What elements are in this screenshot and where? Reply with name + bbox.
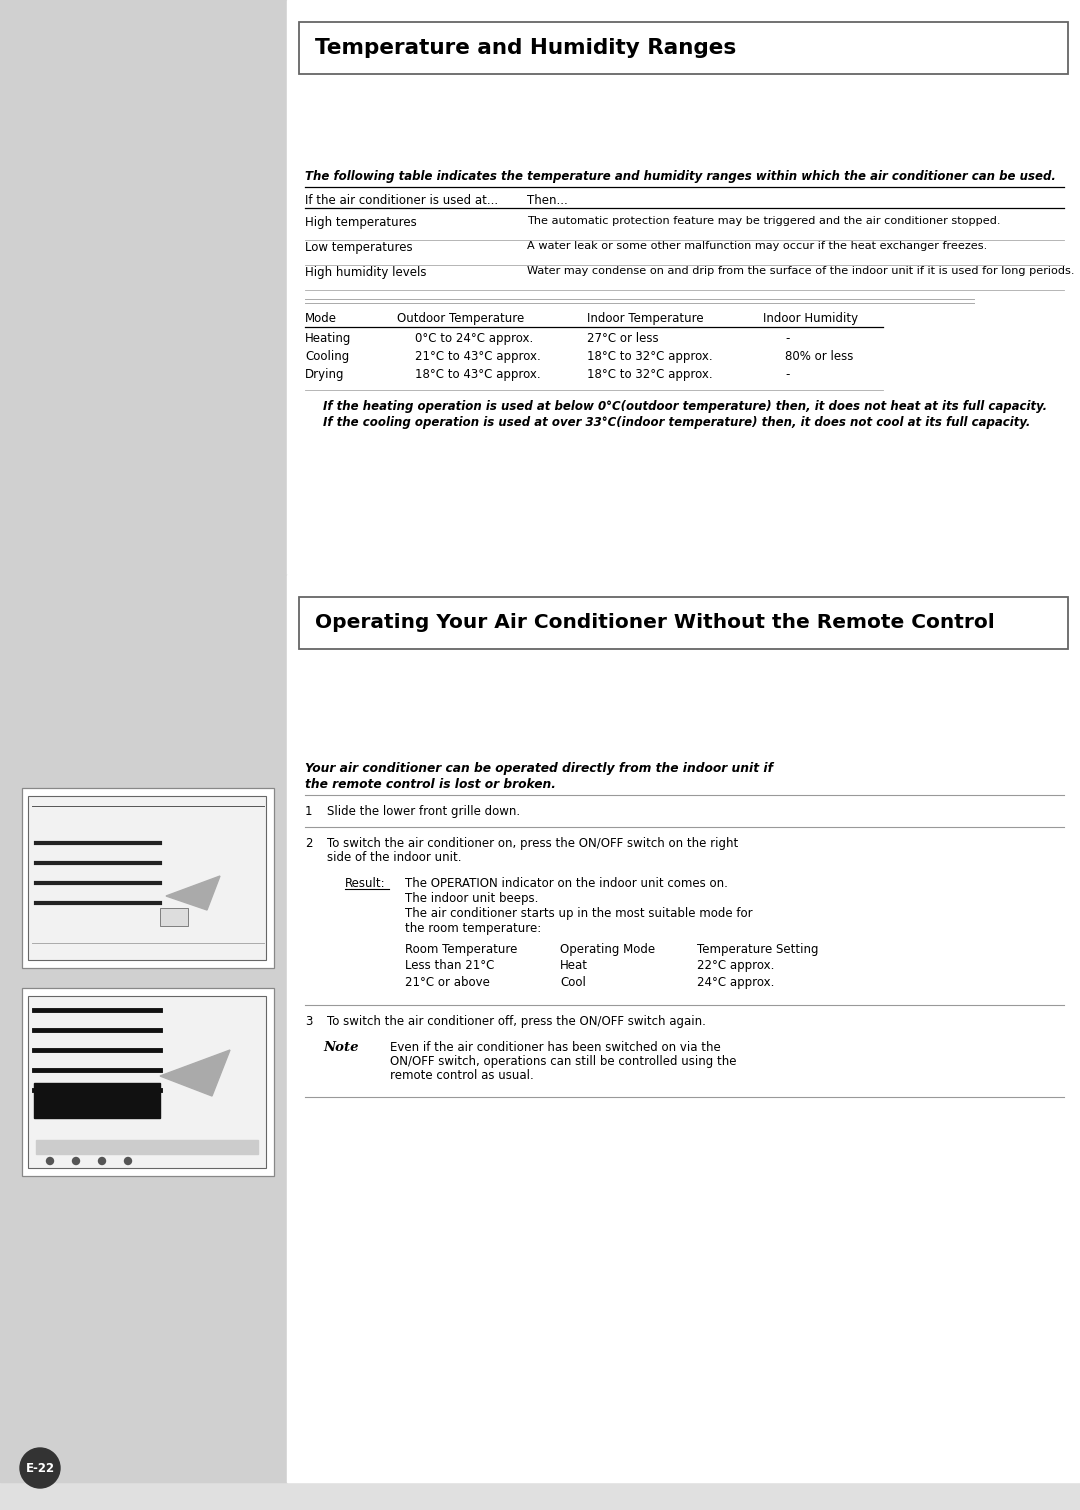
Text: 22°C approx.: 22°C approx.	[697, 959, 774, 972]
Text: To switch the air conditioner off, press the ON/OFF switch again.: To switch the air conditioner off, press…	[327, 1015, 706, 1028]
Text: If the heating operation is used at below 0°C(outdoor temperature) then, it does: If the heating operation is used at belo…	[323, 400, 1048, 414]
Text: 80% or less: 80% or less	[785, 350, 853, 362]
Text: Indoor Temperature: Indoor Temperature	[588, 313, 704, 325]
Text: Note: Note	[323, 1040, 359, 1054]
Bar	[287, 575, 1080, 1481]
Polygon shape	[166, 876, 220, 911]
Text: side of the indoor unit.: side of the indoor unit.	[327, 852, 461, 864]
Circle shape	[124, 1158, 132, 1164]
Text: Less than 21°C: Less than 21°C	[405, 959, 495, 972]
FancyBboxPatch shape	[299, 23, 1068, 74]
Text: 2: 2	[305, 837, 312, 850]
Text: If the cooling operation is used at over 33°C(indoor temperature) then, it does : If the cooling operation is used at over…	[323, 415, 1030, 429]
Bar	[22, 988, 274, 1176]
Text: -: -	[785, 332, 789, 344]
Text: Heating: Heating	[305, 332, 351, 344]
Text: High humidity levels: High humidity levels	[305, 266, 427, 279]
Text: Outdoor Temperature: Outdoor Temperature	[397, 313, 524, 325]
Text: 18°C to 32°C approx.: 18°C to 32°C approx.	[588, 368, 713, 381]
Text: Temperature Setting: Temperature Setting	[697, 944, 819, 956]
Text: -: -	[785, 368, 789, 381]
Circle shape	[72, 1158, 80, 1164]
Text: The air conditioner starts up in the most suitable mode for: The air conditioner starts up in the mos…	[405, 908, 753, 920]
Text: Room Temperature: Room Temperature	[405, 944, 517, 956]
Text: Temperature and Humidity Ranges: Temperature and Humidity Ranges	[315, 38, 737, 57]
Bar	[33, 1083, 160, 1117]
Circle shape	[21, 1448, 60, 1487]
Text: The OPERATION indicator on the indoor unit comes on.: The OPERATION indicator on the indoor un…	[405, 877, 728, 889]
Bar	[22, 788, 274, 968]
Text: Even if the air conditioner has been switched on via the: Even if the air conditioner has been swi…	[390, 1040, 720, 1054]
Text: Heat: Heat	[561, 959, 588, 972]
Text: 18°C to 32°C approx.: 18°C to 32°C approx.	[588, 350, 713, 362]
Text: 1: 1	[305, 805, 312, 818]
Text: Indoor Humidity: Indoor Humidity	[762, 313, 859, 325]
Text: E-22: E-22	[26, 1462, 55, 1474]
Polygon shape	[160, 1049, 230, 1096]
Bar	[0, 0, 287, 575]
Text: Cooling: Cooling	[305, 350, 349, 362]
Text: 3: 3	[305, 1015, 312, 1028]
Text: the room temperature:: the room temperature:	[405, 923, 541, 935]
FancyBboxPatch shape	[299, 596, 1068, 649]
Bar	[28, 997, 266, 1169]
Text: Slide the lower front grille down.: Slide the lower front grille down.	[327, 805, 521, 818]
Text: Cool: Cool	[561, 975, 585, 989]
Text: If the air conditioner is used at...: If the air conditioner is used at...	[305, 193, 498, 207]
Text: ON/OFF switch, operations can still be controlled using the: ON/OFF switch, operations can still be c…	[390, 1055, 737, 1068]
Text: the remote control is lost or broken.: the remote control is lost or broken.	[305, 778, 556, 791]
Text: 18°C to 43°C approx.: 18°C to 43°C approx.	[415, 368, 541, 381]
Bar	[36, 1140, 258, 1154]
Text: A water leak or some other malfunction may occur if the heat exchanger freezes.: A water leak or some other malfunction m…	[527, 242, 987, 251]
Bar	[160, 908, 188, 926]
Text: To switch the air conditioner on, press the ON/OFF switch on the right: To switch the air conditioner on, press …	[327, 837, 739, 850]
Text: Result:: Result:	[345, 877, 386, 889]
Circle shape	[98, 1158, 106, 1164]
Text: The following table indicates the temperature and humidity ranges within which t: The following table indicates the temper…	[305, 171, 1056, 183]
Bar	[287, 0, 1080, 575]
Text: Operating Your Air Conditioner Without the Remote Control: Operating Your Air Conditioner Without t…	[315, 613, 995, 633]
Text: 0°C to 24°C approx.: 0°C to 24°C approx.	[415, 332, 534, 344]
Circle shape	[46, 1158, 54, 1164]
Text: 24°C approx.: 24°C approx.	[697, 975, 774, 989]
Bar	[0, 575, 287, 1481]
Bar	[28, 796, 266, 960]
Text: Then...: Then...	[527, 193, 568, 207]
Text: Your air conditioner can be operated directly from the indoor unit if: Your air conditioner can be operated dir…	[305, 763, 773, 775]
Text: Low temperatures: Low temperatures	[305, 242, 413, 254]
Text: 21°C to 43°C approx.: 21°C to 43°C approx.	[415, 350, 541, 362]
Text: Mode: Mode	[305, 313, 337, 325]
Text: remote control as usual.: remote control as usual.	[390, 1069, 534, 1083]
Text: High temperatures: High temperatures	[305, 216, 417, 230]
Text: Drying: Drying	[305, 368, 345, 381]
Text: 27°C or less: 27°C or less	[588, 332, 659, 344]
Text: 21°C or above: 21°C or above	[405, 975, 490, 989]
Text: The automatic protection feature may be triggered and the air conditioner stoppe: The automatic protection feature may be …	[527, 216, 1000, 226]
Text: The indoor unit beeps.: The indoor unit beeps.	[405, 892, 538, 904]
Text: Operating Mode: Operating Mode	[561, 944, 656, 956]
Text: Water may condense on and drip from the surface of the indoor unit if it is used: Water may condense on and drip from the …	[527, 266, 1075, 276]
